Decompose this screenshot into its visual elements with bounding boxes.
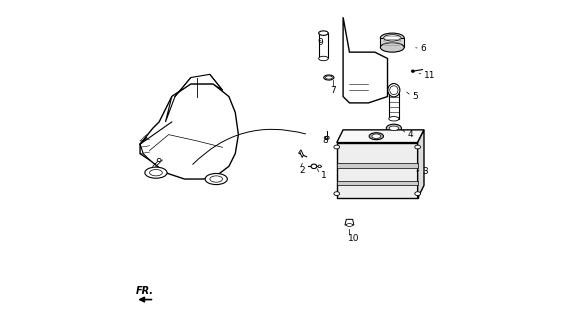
Ellipse shape xyxy=(325,136,329,140)
Ellipse shape xyxy=(157,158,161,162)
Polygon shape xyxy=(345,219,354,225)
Text: 6: 6 xyxy=(421,44,427,53)
Polygon shape xyxy=(380,38,404,47)
Polygon shape xyxy=(300,150,304,157)
Text: 5: 5 xyxy=(412,92,418,101)
Text: 8: 8 xyxy=(323,136,328,146)
Ellipse shape xyxy=(205,173,227,185)
Ellipse shape xyxy=(384,35,401,41)
Ellipse shape xyxy=(389,116,399,121)
Ellipse shape xyxy=(346,224,352,227)
Polygon shape xyxy=(389,93,399,119)
Ellipse shape xyxy=(145,167,167,178)
Polygon shape xyxy=(337,180,418,185)
Ellipse shape xyxy=(411,70,415,72)
Text: 2: 2 xyxy=(300,166,305,175)
Ellipse shape xyxy=(369,133,383,140)
Text: 11: 11 xyxy=(424,71,435,80)
Text: 9: 9 xyxy=(317,38,324,47)
Polygon shape xyxy=(319,33,328,59)
Ellipse shape xyxy=(324,75,334,80)
Ellipse shape xyxy=(318,165,321,168)
Text: 3: 3 xyxy=(422,167,428,176)
Ellipse shape xyxy=(311,164,317,169)
Text: FR.: FR. xyxy=(136,286,154,296)
Ellipse shape xyxy=(325,76,332,79)
Ellipse shape xyxy=(386,124,402,132)
Ellipse shape xyxy=(372,134,381,139)
Polygon shape xyxy=(337,130,424,142)
Ellipse shape xyxy=(380,33,404,43)
Text: 10: 10 xyxy=(348,234,359,243)
Ellipse shape xyxy=(415,192,420,196)
Ellipse shape xyxy=(319,56,328,61)
Text: 7: 7 xyxy=(331,86,336,95)
Ellipse shape xyxy=(210,176,223,182)
Polygon shape xyxy=(140,84,239,179)
Polygon shape xyxy=(337,142,418,198)
Polygon shape xyxy=(337,163,418,168)
Ellipse shape xyxy=(389,126,399,131)
Ellipse shape xyxy=(415,145,420,149)
Ellipse shape xyxy=(334,192,340,196)
Polygon shape xyxy=(343,17,387,103)
Ellipse shape xyxy=(319,31,328,35)
Ellipse shape xyxy=(390,86,398,95)
Ellipse shape xyxy=(150,170,162,176)
Ellipse shape xyxy=(388,84,400,97)
Text: 1: 1 xyxy=(321,171,327,180)
Ellipse shape xyxy=(334,145,340,149)
Polygon shape xyxy=(418,130,424,198)
Text: 4: 4 xyxy=(407,130,413,139)
Polygon shape xyxy=(165,74,223,122)
Ellipse shape xyxy=(380,43,404,52)
